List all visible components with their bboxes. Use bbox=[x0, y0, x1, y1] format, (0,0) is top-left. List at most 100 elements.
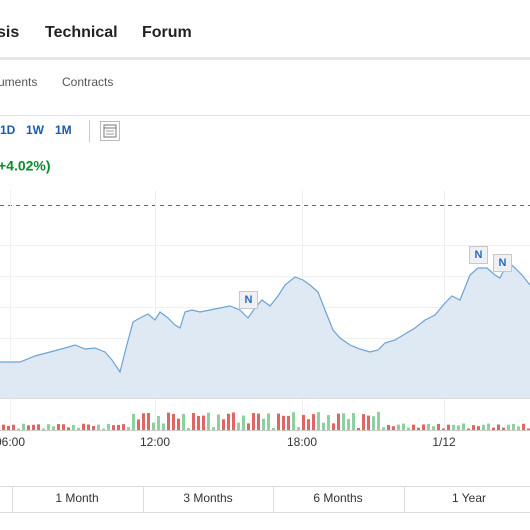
volume-bar bbox=[432, 426, 435, 430]
volume-bar bbox=[107, 423, 110, 430]
volume-bar bbox=[437, 423, 440, 430]
volume-bar bbox=[502, 427, 505, 430]
volume-bar bbox=[362, 414, 365, 430]
volume-bar bbox=[152, 422, 155, 430]
volume-bar bbox=[2, 424, 5, 430]
volume-bar bbox=[337, 413, 340, 430]
volume-bar bbox=[477, 426, 480, 430]
nav-tab[interactable]: Technical bbox=[45, 24, 118, 41]
volume-bar bbox=[97, 424, 100, 430]
volume-bar bbox=[117, 424, 120, 430]
volume-bar bbox=[242, 415, 245, 430]
x-label: 18:00 bbox=[287, 435, 317, 449]
volume-bar bbox=[462, 423, 465, 430]
volume-bar bbox=[57, 424, 60, 430]
volume-bar bbox=[277, 413, 280, 430]
volume-bar bbox=[522, 423, 525, 430]
volume-bar bbox=[467, 428, 470, 430]
volume-bar bbox=[187, 428, 190, 430]
nav-tab[interactable]: sis bbox=[0, 24, 19, 41]
volume-bar bbox=[302, 414, 305, 430]
volume-bar bbox=[422, 424, 425, 430]
range-tab[interactable]: 3 Months bbox=[183, 491, 232, 505]
nav-border bbox=[0, 57, 530, 60]
price-area bbox=[0, 262, 530, 398]
volume-bar bbox=[367, 415, 370, 430]
range-tab[interactable]: 6 Months bbox=[313, 491, 362, 505]
volume-bar bbox=[327, 415, 330, 430]
volume-bar bbox=[177, 418, 180, 430]
volume-bar bbox=[282, 415, 285, 430]
svg-text:N: N bbox=[499, 257, 507, 269]
volume-bar bbox=[442, 428, 445, 430]
volume-bar bbox=[447, 424, 450, 430]
volume-bar bbox=[27, 425, 30, 430]
interval-button[interactable]: 1W bbox=[26, 123, 45, 137]
volume-bar bbox=[7, 425, 10, 430]
volume-bar bbox=[72, 424, 75, 430]
x-label: 1/12 bbox=[432, 435, 456, 449]
volume-bar bbox=[307, 419, 310, 430]
volume-bar bbox=[357, 428, 360, 430]
volume-bar bbox=[412, 424, 415, 430]
volume-bar bbox=[212, 427, 215, 430]
volume-bar bbox=[82, 423, 85, 430]
volume-bar bbox=[137, 419, 140, 430]
volume-bar bbox=[217, 414, 220, 430]
volume-bar bbox=[287, 415, 290, 430]
volume-bar bbox=[517, 426, 520, 430]
volume-bar bbox=[257, 413, 260, 430]
volume-bar bbox=[457, 425, 460, 430]
volume-bar bbox=[427, 424, 430, 430]
volume-bar bbox=[352, 412, 355, 430]
volume-bar bbox=[507, 424, 510, 430]
volume-bar bbox=[347, 419, 350, 430]
news-marker[interactable]: N bbox=[239, 291, 258, 309]
volume-bar bbox=[297, 427, 300, 430]
volume-bar bbox=[112, 425, 115, 430]
interval-button[interactable]: 1M bbox=[55, 123, 72, 137]
subnav-tab[interactable]: uments bbox=[0, 75, 37, 89]
volume-bar bbox=[182, 413, 185, 430]
volume-bar bbox=[87, 424, 90, 430]
nav-tab[interactable]: Forum bbox=[142, 24, 192, 41]
volume-bar bbox=[207, 412, 210, 430]
volume-bar bbox=[397, 424, 400, 430]
range-tab[interactable]: 1 Month bbox=[55, 491, 98, 505]
range-separators bbox=[12, 486, 405, 512]
volume-bar bbox=[512, 423, 515, 430]
volume-bar bbox=[487, 423, 490, 430]
volume-bar bbox=[167, 412, 170, 430]
range-tab[interactable]: 1 Year bbox=[452, 491, 486, 505]
volume-bar bbox=[202, 415, 205, 430]
volume-bar bbox=[142, 413, 145, 430]
news-marker[interactable]: N bbox=[493, 254, 512, 272]
news-marker[interactable]: N bbox=[469, 246, 488, 264]
volume-bar bbox=[527, 428, 530, 430]
volume-bar bbox=[262, 418, 265, 430]
volume-bar bbox=[472, 425, 475, 430]
subnav-tab[interactable]: Contracts bbox=[62, 75, 113, 89]
volume-bar bbox=[247, 423, 250, 430]
x-label: 12:00 bbox=[140, 435, 170, 449]
volume-bar bbox=[52, 426, 55, 430]
volume-bar bbox=[192, 413, 195, 430]
x-label: 06:00 bbox=[0, 435, 25, 449]
volume-bar bbox=[147, 412, 150, 430]
volume-bar bbox=[342, 413, 345, 430]
svg-text:N: N bbox=[475, 249, 483, 261]
interval-button[interactable]: 1D bbox=[0, 123, 16, 137]
volume-bar bbox=[392, 426, 395, 430]
volume-bar bbox=[22, 423, 25, 430]
volume-bar bbox=[267, 413, 270, 430]
volume-bar bbox=[382, 427, 385, 430]
volume-bar bbox=[317, 412, 320, 430]
table-icon[interactable] bbox=[100, 121, 120, 141]
volume-bar bbox=[122, 424, 125, 430]
price-change: +4.02%) bbox=[0, 158, 51, 174]
volume-bar bbox=[42, 428, 45, 430]
volume-bar bbox=[92, 425, 95, 430]
volume-bar bbox=[387, 424, 390, 430]
volume-bar bbox=[237, 422, 240, 430]
